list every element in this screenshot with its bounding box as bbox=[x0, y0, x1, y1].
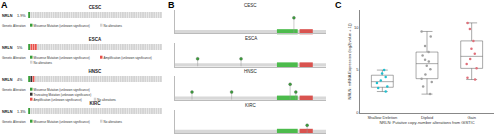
svg-text:5%: 5% bbox=[17, 46, 23, 50]
svg-text:CESC: CESC bbox=[89, 5, 102, 10]
svg-text:NRLN: NRLN bbox=[2, 110, 13, 114]
svg-text:1.3%: 1.3% bbox=[17, 110, 26, 114]
svg-text:Missense Mutation (unknown sig: Missense Mutation (unknown significance) bbox=[34, 56, 90, 60]
svg-text:Genetic Alteration: Genetic Alteration bbox=[2, 56, 26, 60]
svg-text:Amplification (unknown signifi: Amplification (unknown significance) bbox=[34, 98, 82, 102]
html-text:C: C bbox=[335, 0, 342, 10]
svg-text:NRLN: NRLN bbox=[2, 46, 13, 50]
svg-text:Genetic Alteration: Genetic Alteration bbox=[2, 88, 26, 92]
svg-text:NRLN: NRLN bbox=[2, 14, 13, 18]
svg-text:NRLN: mRNA Expression (log2(va: NRLN: mRNA Expression (log2(value + 1)) bbox=[347, 23, 352, 100]
svg-text:Missense Mutation (unknown sig: Missense Mutation (unknown significance) bbox=[34, 24, 90, 28]
svg-text:Genetic Alteration: Genetic Alteration bbox=[2, 24, 26, 28]
svg-text:NRLN: Putative copy-number alt: NRLN: Putative copy-number alterations f… bbox=[379, 120, 474, 125]
svg-text:10: 10 bbox=[354, 25, 359, 30]
svg-text:Gain: Gain bbox=[467, 115, 475, 120]
svg-text:ESCA: ESCA bbox=[245, 36, 257, 41]
svg-text:Shallow Deletion: Shallow Deletion bbox=[367, 115, 397, 120]
svg-text:No alterations: No alterations bbox=[104, 24, 123, 28]
svg-text:4%: 4% bbox=[17, 78, 23, 82]
svg-text:Diploid: Diploid bbox=[421, 115, 433, 120]
svg-text:Truncating Mutation (unknown s: Truncating Mutation (unknown significanc… bbox=[34, 93, 92, 97]
svg-text:KIRC: KIRC bbox=[245, 103, 257, 108]
svg-text:1.9%: 1.9% bbox=[17, 14, 26, 18]
svg-text:HNSC: HNSC bbox=[244, 69, 258, 74]
svg-text:ESCA: ESCA bbox=[89, 37, 102, 42]
svg-text:5: 5 bbox=[356, 67, 359, 72]
svg-text:HNSC: HNSC bbox=[89, 69, 103, 74]
svg-text:Amplification (unknown signifi: Amplification (unknown significance) bbox=[104, 56, 152, 60]
svg-text:No alterations: No alterations bbox=[104, 120, 123, 124]
html-text:B: B bbox=[168, 0, 175, 10]
svg-text:NRLN: NRLN bbox=[2, 78, 13, 82]
svg-text:CESC: CESC bbox=[244, 3, 257, 8]
svg-text:Genetic Alteration: Genetic Alteration bbox=[2, 120, 26, 124]
svg-text:0: 0 bbox=[356, 110, 359, 115]
html-text:A: A bbox=[1, 0, 8, 10]
svg-text:No alterations: No alterations bbox=[34, 61, 53, 65]
svg-text:Missense Mutation (unknown sig: Missense Mutation (unknown significance) bbox=[34, 120, 90, 124]
svg-text:Missense Mutation (unknown sig: Missense Mutation (unknown significance) bbox=[34, 88, 90, 92]
svg-text:No alterations: No alterations bbox=[97, 97, 116, 102]
svg-text:KIRC: KIRC bbox=[90, 101, 102, 106]
